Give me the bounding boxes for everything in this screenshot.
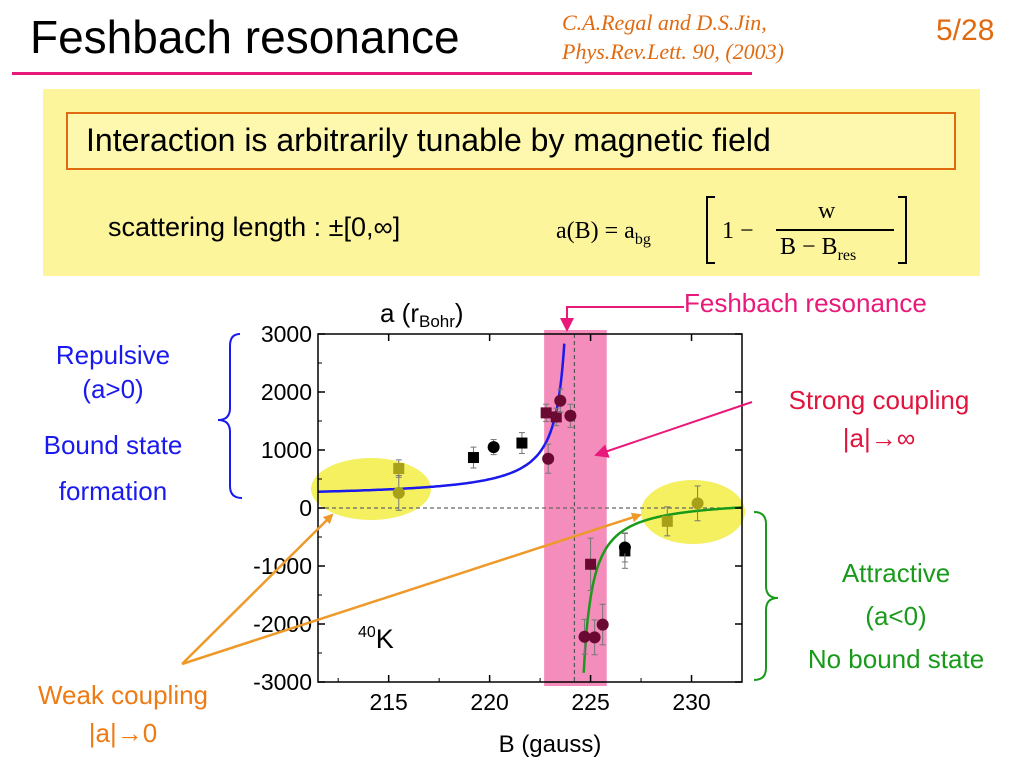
bound-state-annotation: Bound state formation bbox=[20, 422, 206, 514]
strong-coupling-limit: |a|→∞ bbox=[842, 423, 916, 453]
weak-coupling-arrow-left bbox=[181, 513, 334, 665]
slide-title: Feshbach resonance bbox=[30, 11, 460, 63]
strong-coupling-annotation: Strong coupling |a|→∞ bbox=[756, 381, 1002, 457]
data-point-circle bbox=[578, 630, 591, 643]
citation: C.A.Regal and D.S.Jin, Phys.Rev.Lett. 90… bbox=[562, 8, 784, 66]
weak-coupling-label: Weak coupling bbox=[37, 680, 209, 710]
x-axis-label: B (gauss) bbox=[499, 731, 602, 758]
x-tick-label: 220 bbox=[470, 689, 508, 715]
y-axis-label: a (rBohr) bbox=[380, 298, 464, 331]
data-point-square bbox=[540, 407, 552, 419]
headline-box bbox=[66, 112, 956, 170]
citation-authors: C.A.Regal and D.S.Jin, bbox=[562, 10, 767, 35]
repulsive-condition: (a>0) bbox=[82, 374, 144, 404]
data-point-square bbox=[393, 463, 405, 475]
title-underline bbox=[12, 72, 752, 75]
formula-denominator-text: B − B bbox=[780, 234, 838, 260]
headline: Interaction is arbitrarily tunable by ma… bbox=[86, 122, 771, 158]
data-point-circle bbox=[392, 486, 405, 499]
repulsive-annotation: Repulsive (a>0) bbox=[30, 338, 196, 406]
fit-curve-repulsive bbox=[318, 343, 566, 493]
citation-journal: Phys.Rev.Lett. 90, (2003) bbox=[562, 39, 784, 64]
x-tick-label: 225 bbox=[571, 689, 609, 715]
data-point-square bbox=[661, 515, 673, 527]
weak-coupling-limit: |a|→0 bbox=[88, 718, 158, 748]
formula-one-minus: 1 − bbox=[722, 218, 754, 244]
formula-lhs: a(B) = abg bbox=[556, 218, 651, 249]
no-bound-state-label: No bound state bbox=[807, 644, 985, 674]
weak-coupling-annotation: Weak coupling |a|→0 bbox=[0, 676, 246, 752]
y-tick-label: -1000 bbox=[253, 553, 312, 579]
data-point-circle bbox=[542, 452, 555, 465]
fraction-bar bbox=[776, 229, 894, 231]
weak-coupling-arrow-right bbox=[181, 512, 642, 666]
feshbach-pointer bbox=[560, 306, 684, 332]
page-number: 5/28 bbox=[936, 14, 995, 47]
formula-numerator: w bbox=[818, 198, 836, 224]
species-label: 40K bbox=[358, 624, 394, 654]
y-tick-label: 3000 bbox=[261, 321, 312, 347]
repulsive-label: Repulsive bbox=[55, 340, 171, 370]
data-point-circle bbox=[618, 541, 631, 554]
attractive-label: Attractive bbox=[841, 558, 951, 588]
attractive-condition: (a<0) bbox=[865, 601, 927, 631]
data-point-circle bbox=[596, 618, 609, 631]
strong-coupling-pointer bbox=[594, 401, 753, 458]
strong-coupling-label: Strong coupling bbox=[788, 385, 970, 415]
formula-lhs-text: a(B) = a bbox=[556, 218, 635, 244]
feshbach-label: Feshbach resonance bbox=[684, 288, 927, 318]
resonance-band bbox=[544, 330, 607, 686]
formula-denominator: B − Bres bbox=[780, 234, 856, 265]
formula-denominator-sub: res bbox=[837, 246, 857, 264]
formula-lhs-sub: bg bbox=[634, 230, 651, 248]
scattering-length-label: scattering length : ±[0,∞] bbox=[108, 212, 401, 242]
formation-label: formation bbox=[58, 476, 168, 506]
data-point-square bbox=[516, 437, 528, 449]
data-point-square bbox=[585, 558, 597, 570]
x-tick-label: 230 bbox=[672, 689, 710, 715]
bound-state-label: Bound state bbox=[43, 430, 183, 460]
left-bracket bbox=[706, 196, 715, 264]
y-tick-label: 2000 bbox=[261, 379, 312, 405]
attractive-brace bbox=[753, 511, 779, 681]
data-point-square bbox=[550, 411, 562, 423]
x-tick-label: 215 bbox=[369, 689, 407, 715]
data-point-circle bbox=[588, 631, 601, 644]
data-point-circle bbox=[691, 497, 704, 510]
data-point-circle bbox=[554, 394, 567, 407]
data-point-circle bbox=[564, 409, 577, 422]
repulsive-brace bbox=[217, 333, 243, 499]
right-bracket bbox=[898, 196, 907, 264]
y-tick-label: -3000 bbox=[253, 669, 312, 695]
y-tick-label: 1000 bbox=[261, 437, 312, 463]
data-point-square bbox=[467, 452, 479, 464]
attractive-annotation: Attractive (a<0) No bound state bbox=[776, 552, 1016, 681]
y-tick-label: 0 bbox=[299, 495, 312, 521]
data-point-circle bbox=[487, 441, 500, 454]
